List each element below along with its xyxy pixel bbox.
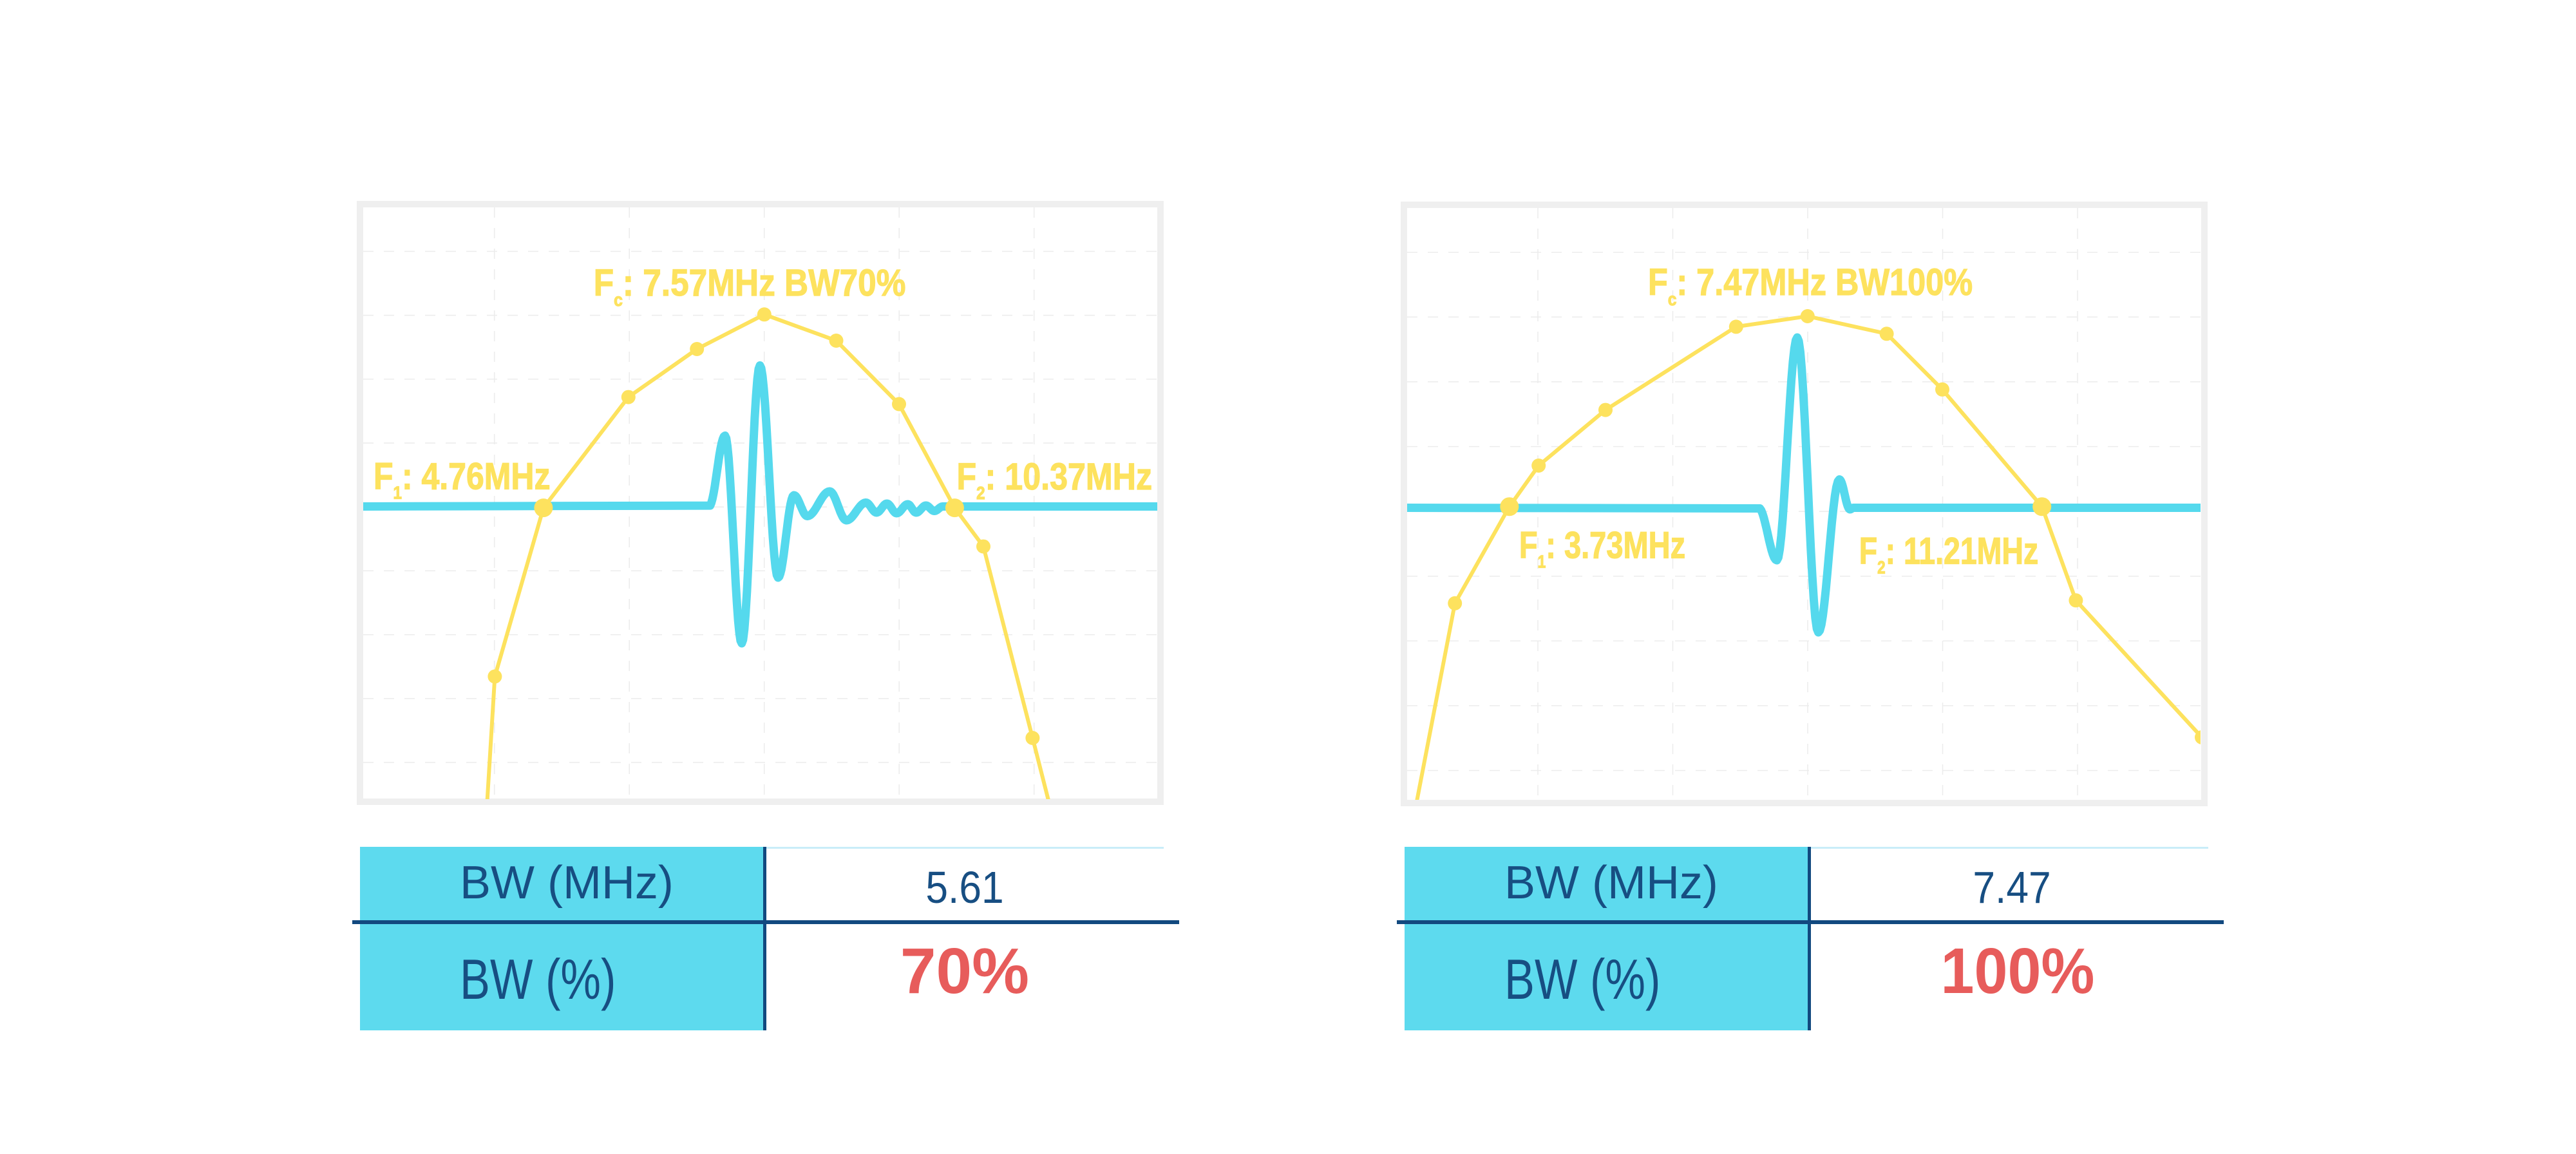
svg-text:Fc: 7.57MHz BW70%: Fc: 7.57MHz BW70% [594, 262, 906, 310]
svg-text:F2: 11.21MHz: F2: 11.21MHz [1859, 530, 2038, 577]
svg-text:F1: 3.73MHz: F1: 3.73MHz [1519, 525, 1685, 572]
svg-text:Fc: 7.47MHz BW100%: Fc: 7.47MHz BW100% [1648, 261, 1973, 309]
svg-text:F1: 4.76MHz: F1: 4.76MHz [374, 456, 551, 503]
svg-text:F2: 10.37MHz: F2: 10.37MHz [957, 456, 1153, 503]
